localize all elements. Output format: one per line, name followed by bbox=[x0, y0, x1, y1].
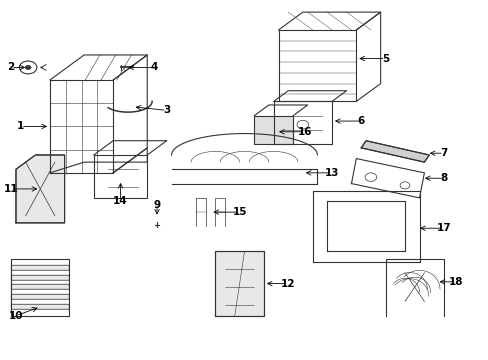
Polygon shape bbox=[215, 251, 264, 316]
Text: 8: 8 bbox=[439, 173, 447, 183]
Text: 9: 9 bbox=[153, 200, 160, 210]
Text: 14: 14 bbox=[113, 197, 127, 206]
Polygon shape bbox=[11, 265, 69, 270]
Text: 16: 16 bbox=[297, 127, 312, 137]
Text: 10: 10 bbox=[9, 311, 23, 321]
Text: 17: 17 bbox=[436, 223, 450, 233]
Text: 5: 5 bbox=[381, 54, 388, 64]
Polygon shape bbox=[11, 303, 69, 309]
Text: 6: 6 bbox=[357, 116, 364, 126]
Polygon shape bbox=[11, 275, 69, 280]
Text: 13: 13 bbox=[324, 168, 339, 178]
Text: 11: 11 bbox=[4, 184, 19, 194]
Circle shape bbox=[25, 65, 31, 69]
Text: 4: 4 bbox=[151, 63, 158, 72]
Text: 2: 2 bbox=[7, 63, 15, 72]
Text: 15: 15 bbox=[232, 207, 246, 217]
Polygon shape bbox=[361, 141, 428, 162]
Text: 7: 7 bbox=[439, 148, 447, 158]
Polygon shape bbox=[16, 155, 64, 223]
Text: 1: 1 bbox=[17, 121, 24, 131]
Polygon shape bbox=[11, 294, 69, 299]
Text: 18: 18 bbox=[448, 277, 462, 287]
Polygon shape bbox=[11, 284, 69, 289]
Polygon shape bbox=[254, 116, 292, 144]
Text: 12: 12 bbox=[281, 279, 295, 289]
Text: 3: 3 bbox=[163, 105, 170, 115]
